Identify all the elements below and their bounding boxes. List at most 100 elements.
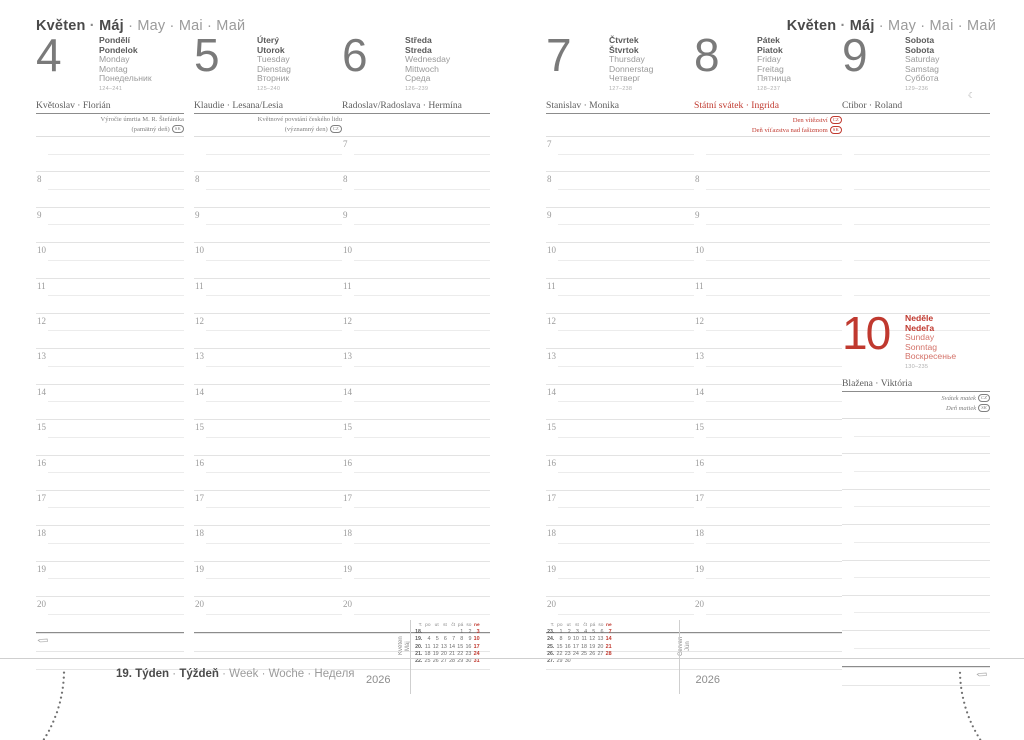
hour-row-11[interactable]: 11: [546, 278, 694, 313]
day-column-10[interactable]: 10 Neděle Nedeľa Sunday Sonntag Воскресе…: [842, 314, 990, 734]
hour-row-19[interactable]: 19: [194, 561, 342, 596]
free-row[interactable]: [842, 595, 990, 630]
hour-row-10[interactable]: 10: [546, 242, 694, 277]
mini-day-cell[interactable]: [448, 629, 456, 636]
hour-row-17[interactable]: 17: [36, 490, 184, 525]
hour-row-14[interactable]: 14: [546, 384, 694, 419]
hour-row-16[interactable]: 16: [546, 455, 694, 490]
mini-day-cell[interactable]: 23: [464, 651, 472, 658]
hour-row-12[interactable]: 12: [342, 313, 490, 348]
mini-day-cell[interactable]: 17: [572, 644, 580, 651]
hour-row-10[interactable]: 10: [342, 242, 490, 277]
hour-row-12[interactable]: 12: [36, 313, 184, 348]
note-line[interactable]: [36, 633, 184, 651]
free-row[interactable]: [842, 560, 990, 595]
hour-row-12[interactable]: 12: [546, 313, 694, 348]
mini-day-cell[interactable]: 23: [564, 651, 572, 658]
mini-day-cell[interactable]: 5: [588, 629, 596, 636]
hour-row-8[interactable]: 8: [36, 171, 184, 206]
mini-day-cell[interactable]: 9: [464, 636, 472, 643]
mini-day-cell[interactable]: 18: [580, 644, 588, 651]
hour-row-13[interactable]: 13: [36, 348, 184, 383]
mini-day-cell[interactable]: [580, 658, 588, 665]
mini-day-cell[interactable]: 26: [432, 658, 440, 665]
mini-day-cell[interactable]: 2: [564, 629, 572, 636]
hour-row-11[interactable]: 11: [36, 278, 184, 313]
mini-day-cell[interactable]: 11: [423, 644, 431, 651]
mini-day-cell[interactable]: 28: [448, 658, 456, 665]
free-row[interactable]: [842, 489, 990, 524]
hour-row-13[interactable]: 13: [342, 348, 490, 383]
mini-day-cell[interactable]: 21: [448, 651, 456, 658]
mini-day-cell[interactable]: 20: [596, 644, 604, 651]
hour-row-7[interactable]: 7: [546, 136, 694, 171]
free-row[interactable]: [842, 136, 990, 171]
mini-day-cell[interactable]: 19: [432, 651, 440, 658]
note-line[interactable]: [194, 651, 342, 669]
mini-day-cell[interactable]: [596, 658, 604, 665]
mini-day-cell[interactable]: 1: [456, 629, 464, 636]
mini-day-cell[interactable]: 7: [448, 636, 456, 643]
free-row[interactable]: [842, 418, 990, 453]
hour-row-9[interactable]: 9: [546, 207, 694, 242]
mini-day-cell[interactable]: [440, 629, 448, 636]
mini-day-cell[interactable]: 21: [605, 644, 613, 651]
mini-day-cell[interactable]: 28: [605, 651, 613, 658]
mini-day-cell[interactable]: [572, 658, 580, 665]
note-line[interactable]: [842, 667, 990, 685]
mini-day-cell[interactable]: 22: [555, 651, 563, 658]
mini-day-cell[interactable]: 27: [596, 651, 604, 658]
hour-row-15[interactable]: 15: [546, 419, 694, 454]
mini-day-cell[interactable]: 6: [440, 636, 448, 643]
hour-row-15[interactable]: 15: [342, 419, 490, 454]
hour-row-12[interactable]: 12: [194, 313, 342, 348]
hour-row-7[interactable]: 7: [342, 136, 490, 171]
hour-row-19[interactable]: 19: [342, 561, 490, 596]
mini-day-cell[interactable]: 8: [555, 636, 563, 643]
free-row[interactable]: [842, 207, 990, 242]
hour-row-20[interactable]: 20: [36, 596, 184, 631]
hour-row-15[interactable]: 15: [194, 419, 342, 454]
mini-day-cell[interactable]: 31: [473, 658, 481, 665]
hour-row-8[interactable]: 8: [194, 171, 342, 206]
day-column-5[interactable]: 5 Úterý Utorok Tuesday Dienstag Вторник …: [194, 36, 342, 734]
mini-day-cell[interactable]: 27: [440, 658, 448, 665]
mini-day-cell[interactable]: 7: [605, 629, 613, 636]
hour-row-11[interactable]: 11: [194, 278, 342, 313]
hour-row-18[interactable]: 18: [36, 525, 184, 560]
mini-day-cell[interactable]: 26: [588, 651, 596, 658]
mini-day-cell[interactable]: [423, 629, 431, 636]
hour-row-13[interactable]: 13: [194, 348, 342, 383]
hour-row-8[interactable]: 8: [694, 171, 842, 206]
note-line[interactable]: [36, 651, 184, 669]
hour-row-9[interactable]: 9: [342, 207, 490, 242]
hour-row-18[interactable]: 18: [546, 525, 694, 560]
mini-day-cell[interactable]: 19: [588, 644, 596, 651]
mini-day-cell[interactable]: 13: [440, 644, 448, 651]
hour-row-8[interactable]: 8: [546, 171, 694, 206]
mini-day-cell[interactable]: 18: [423, 651, 431, 658]
hour-row-18[interactable]: 18: [194, 525, 342, 560]
mini-day-cell[interactable]: [588, 658, 596, 665]
hour-row-13[interactable]: 13: [546, 348, 694, 383]
mini-day-cell[interactable]: 29: [555, 658, 563, 665]
mini-day-cell[interactable]: 30: [564, 658, 572, 665]
mini-day-cell[interactable]: 13: [596, 636, 604, 643]
hour-row-14[interactable]: 14: [194, 384, 342, 419]
mini-day-cell[interactable]: 24: [473, 651, 481, 658]
hour-row-7[interactable]: [36, 136, 184, 171]
mini-day-cell[interactable]: 4: [580, 629, 588, 636]
day-column-8[interactable]: 8 Pátek Piatok Friday Freitag Пятница 12…: [694, 36, 842, 734]
hour-row-13[interactable]: 13: [694, 348, 842, 383]
mini-day-cell[interactable]: 3: [473, 629, 481, 636]
hour-row-20[interactable]: 20: [194, 596, 342, 631]
mini-day-cell[interactable]: 25: [423, 658, 431, 665]
hour-row-7[interactable]: [694, 136, 842, 171]
hour-row-14[interactable]: 14: [36, 384, 184, 419]
mini-day-cell[interactable]: 2: [464, 629, 472, 636]
mini-day-cell[interactable]: [432, 629, 440, 636]
day-column-4[interactable]: 4 Pondělí Pondelok Monday Montag Понедел…: [36, 36, 184, 734]
hour-row-7[interactable]: [194, 136, 342, 171]
hour-row-16[interactable]: 16: [694, 455, 842, 490]
